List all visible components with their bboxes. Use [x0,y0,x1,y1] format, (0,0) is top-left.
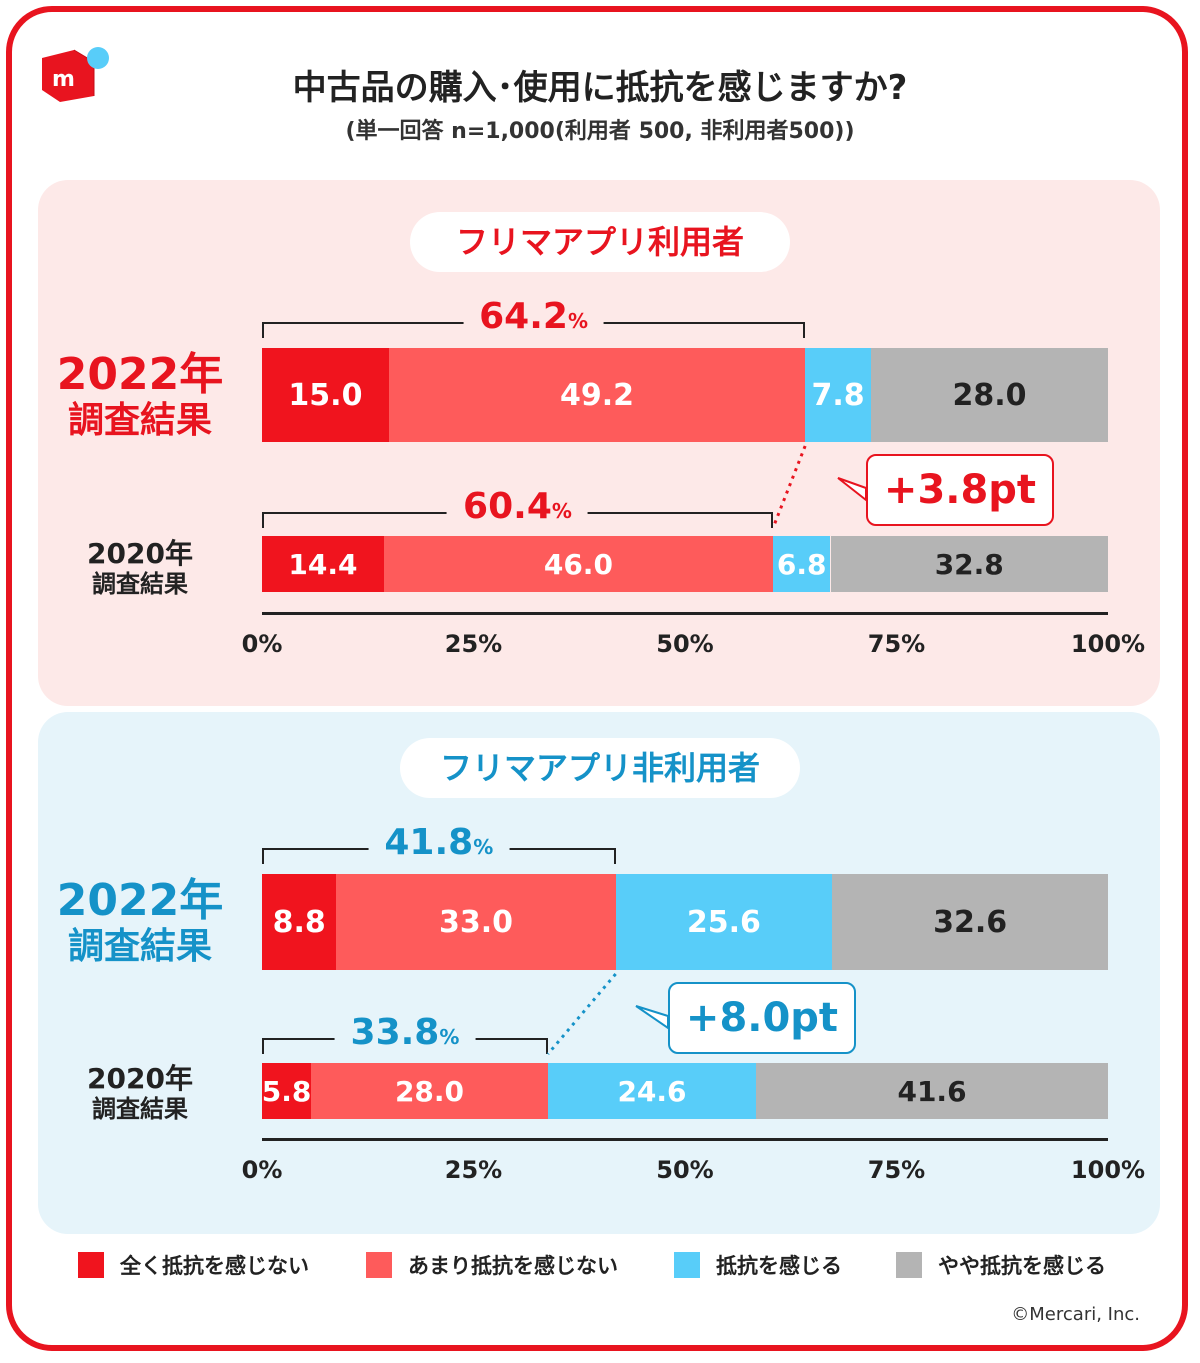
copyright: ©Mercari, Inc. [1011,1304,1140,1325]
x-tick-label: 75% [867,630,926,658]
bar-segment: 32.8 [830,536,1108,592]
x-axis [262,612,1108,615]
legend-swatch [366,1252,392,1278]
bracket-total-label: 64.2% [463,296,604,337]
bar-segment: 8.8 [262,874,337,970]
bracket-total-unit: % [473,835,494,859]
category-label: 2022年 調査結果 [40,876,240,968]
legend-label: 全く抵抗を感じない [120,1254,309,1278]
legend-swatch [78,1252,104,1278]
bar-segment: 32.6 [832,874,1108,970]
bar-segment: 49.2 [388,348,806,442]
category-sub: 調査結果 [67,926,212,967]
category-label: 2020年 調査結果 [40,537,240,599]
bar-segment: 46.0 [383,536,773,592]
category-year: 2022年 [56,349,224,400]
bracket-total-unit: % [551,499,572,523]
bar-segment: 25.6 [615,874,833,970]
x-tick-label: 75% [867,1156,926,1184]
nonusers-panel [38,712,1160,1234]
change-callout: +8.0pt [668,982,856,1054]
bracket-total-unit: % [567,309,588,333]
bar-segment: 6.8 [772,536,831,592]
x-tick-label: 25% [444,1156,503,1184]
x-tick-label: 50% [656,630,714,658]
panel-title: フリマアプリ非利用者 [400,738,800,798]
legend-item: 抵抗を感じる [674,1250,842,1280]
bar-segment: 14.4 [262,536,384,592]
page-subtitle: (単一回答 n=1,000(利用者 500, 非利用者500)) [345,119,855,144]
bracket-total-label: 60.4% [447,486,588,527]
change-callout: +3.8pt [866,454,1054,526]
x-tick-label: 100% [1070,630,1146,658]
bracket-total-number: 33.8 [350,1012,440,1053]
bracket-total-number: 41.8 [384,822,474,863]
legend-item: 全く抵抗を感じない [78,1250,309,1280]
x-tick-label: 50% [656,1156,714,1184]
x-axis [262,1138,1108,1141]
panel-title: フリマアプリ利用者 [410,212,790,272]
legend: 全く抵抗を感じない あまり抵抗を感じない 抵抗を感じる やや抵抗を感じる [0,1250,1200,1280]
x-tick-label: 0% [241,630,283,658]
x-tick-label: 25% [444,630,503,658]
category-year: 2020年 [87,1062,193,1095]
bar-segment: 41.6 [756,1063,1108,1119]
bar-segment: 24.6 [547,1063,757,1119]
legend-item: あまり抵抗を感じない [366,1250,618,1280]
category-label: 2020年 調査結果 [40,1062,240,1124]
category-year: 2022年 [56,875,224,926]
bar-segment: 28.0 [871,348,1108,442]
mercari-logo-icon: m [42,47,109,102]
page-title: 中古品の購入･使用に抵抗を感じますか? [292,68,908,108]
x-tick-label: 0% [241,1156,283,1184]
bracket-total-label: 41.8% [368,822,510,863]
bar-segment: 15.0 [262,348,389,442]
legend-label: 抵抗を感じる [716,1254,842,1278]
category-year: 2020年 [87,537,193,570]
bracket-total-label: 33.8% [334,1012,476,1053]
bar-segment: 5.8 [262,1063,312,1119]
category-sub: 調査結果 [92,1095,188,1123]
svg-text:m: m [52,67,75,92]
x-tick-label: 100% [1070,1156,1146,1184]
legend-label: あまり抵抗を感じない [408,1254,618,1278]
legend-label: やや抵抗を感じる [938,1254,1106,1278]
legend-swatch [674,1252,700,1278]
bracket-total-unit: % [439,1025,460,1049]
legend-swatch [896,1252,922,1278]
category-label: 2022年 調査結果 [40,350,240,442]
legend-item: やや抵抗を感じる [896,1250,1106,1280]
bar-segment: 33.0 [336,874,616,970]
bracket-total-number: 64.2 [479,296,568,337]
bracket-total-number: 60.4 [463,486,552,527]
bar-segment: 28.0 [311,1063,548,1119]
category-sub: 調査結果 [67,400,212,441]
category-sub: 調査結果 [92,570,188,598]
bar-segment: 7.8 [805,348,872,442]
